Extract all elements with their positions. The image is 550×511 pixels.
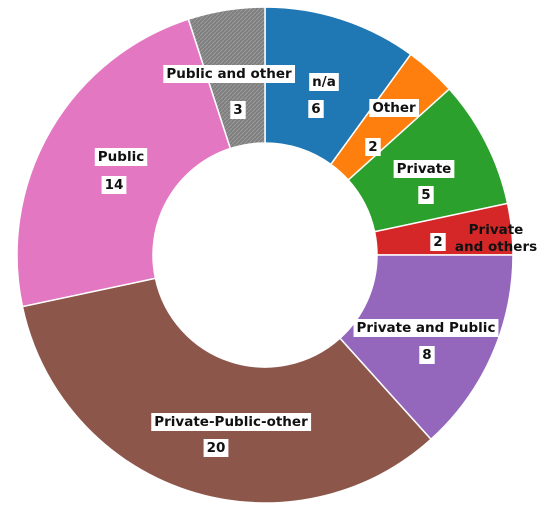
donut-hole bbox=[153, 143, 377, 367]
slice-label-n-a: n/a bbox=[312, 74, 336, 90]
slice-label-other: Other bbox=[372, 100, 416, 116]
slice-value-public-and-other-bg bbox=[230, 101, 246, 119]
slice-value-private-and-others: 2 bbox=[433, 234, 442, 250]
slice-label-public-and-other: Public and other bbox=[166, 66, 292, 82]
label-group: n/a 6 Other 2 Private 5 Private and others 2 Priv… bbox=[94, 65, 537, 457]
slice-label-other-bg bbox=[369, 99, 420, 117]
slice-value-other: 2 bbox=[368, 139, 377, 155]
slice-value-private-public-other-bg bbox=[203, 439, 229, 457]
slice-value-public-bg bbox=[101, 176, 127, 194]
slice-label-private-and-public: Private and Public bbox=[357, 320, 496, 336]
slice-value-private-and-public: 8 bbox=[422, 347, 431, 363]
slice-label-public-and-other-bg bbox=[163, 65, 296, 83]
slice-value-public: 14 bbox=[105, 177, 124, 193]
slice-value-private-public-other: 20 bbox=[207, 440, 226, 456]
slice-label-private: Private bbox=[397, 161, 452, 177]
slice-label-private-public-other-bg bbox=[151, 413, 312, 431]
slice-label-private-public-other: Private-Public-other bbox=[154, 414, 308, 430]
slice-value-private-and-others-bg bbox=[430, 233, 446, 251]
slice-label-private-and-others: Private and others bbox=[455, 222, 537, 255]
slice-value-private-bg bbox=[418, 186, 434, 204]
slice-label-private-and-public-bg bbox=[353, 319, 499, 337]
slice-label-private-bg bbox=[393, 160, 455, 178]
slice-value-private: 5 bbox=[421, 187, 430, 203]
slice-value-other-bg bbox=[365, 138, 381, 156]
slice-label-public-bg bbox=[94, 148, 148, 166]
slice-value-private-and-public-bg bbox=[419, 346, 435, 364]
slice-value-n-a: 6 bbox=[311, 101, 320, 117]
slice-value-n-a-bg bbox=[308, 100, 324, 118]
slice-value-public-and-other: 3 bbox=[233, 102, 242, 118]
slice-label-public: Public bbox=[98, 149, 144, 165]
slice-label-n-a-bg bbox=[309, 73, 339, 91]
